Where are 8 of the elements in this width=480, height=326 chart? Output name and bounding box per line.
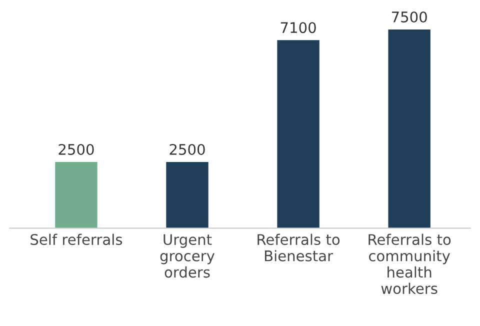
x-tick-label: Self referrals	[30, 234, 122, 246]
data-label: 7500	[392, 11, 427, 23]
x-tick-label: Referrals to community health workers	[368, 234, 451, 294]
data-label: 7100	[280, 22, 316, 34]
x-tick-label: Urgent grocery orders	[160, 234, 215, 278]
x-tick-label: Referrals to Bienestar	[258, 234, 340, 262]
data-label: 2500	[170, 144, 205, 155]
data-label: 2500	[58, 144, 94, 155]
